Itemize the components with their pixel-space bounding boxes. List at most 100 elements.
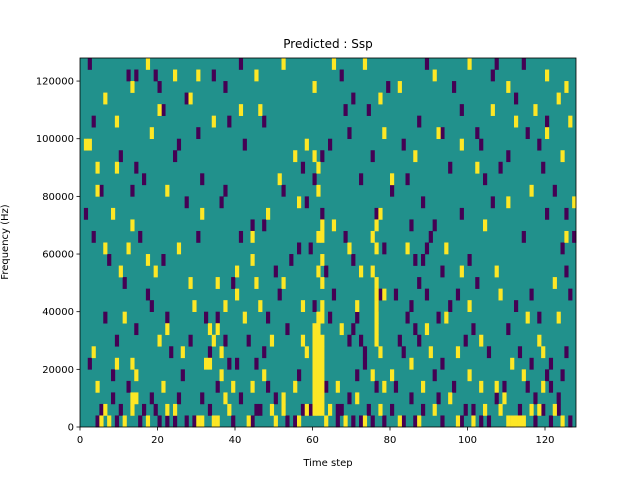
heatmap-cell-high	[103, 403, 108, 416]
heatmap-cell-high	[165, 323, 170, 336]
heatmap-cell-high	[235, 288, 240, 301]
heatmap-cell-low	[118, 403, 123, 416]
heatmap-cell-low	[413, 415, 418, 428]
heatmap-cell-low	[192, 415, 197, 428]
heatmap-cell-high	[238, 104, 244, 116]
heatmap-cell-low	[514, 300, 519, 312]
heatmap-cell-high	[448, 392, 453, 405]
heatmap-cell-high	[87, 138, 92, 151]
heatmap-cell-low	[130, 184, 135, 197]
heatmap-cell-low	[184, 92, 189, 105]
heatmap-cell-low	[153, 69, 158, 82]
heatmap-cell-high	[506, 196, 511, 209]
heatmap-cell-high	[200, 207, 205, 220]
heatmap-cell-high	[378, 92, 383, 105]
heatmap-cell-high	[134, 392, 139, 405]
heatmap-cells	[83, 58, 577, 428]
y-tick-label: 100000	[36, 134, 74, 145]
heatmap-cell-low	[556, 392, 561, 405]
heatmap-cell-high	[312, 357, 317, 370]
heatmap-cell-high	[521, 369, 526, 382]
heatmap-cell-low	[250, 415, 255, 428]
heatmap-cell-high	[242, 311, 247, 324]
heatmap-cell-low	[215, 380, 220, 393]
heatmap-cell-low	[211, 69, 216, 82]
heatmap-cell-high	[316, 161, 321, 174]
heatmap-cell-low	[366, 104, 371, 116]
heatmap-cell-low	[114, 415, 120, 428]
heatmap-cell-high	[316, 403, 321, 416]
heatmap-cell-high	[165, 403, 170, 416]
heatmap-cell-low	[138, 230, 143, 243]
y-tick-label: 40000	[42, 307, 74, 318]
heatmap-cell-low	[459, 207, 464, 220]
heatmap-cell-high	[320, 403, 325, 416]
heatmap-cell-high	[455, 415, 461, 428]
heatmap-cell-low	[227, 115, 232, 128]
heatmap-cell-low	[231, 415, 236, 428]
heatmap-cell-low	[552, 184, 557, 197]
heatmap-cell-high	[246, 415, 251, 428]
heatmap-cell-low	[91, 115, 96, 128]
heatmap-cell-low	[173, 150, 178, 163]
heatmap-cell-high	[176, 242, 182, 255]
heatmap-cell-low	[196, 127, 201, 140]
heatmap-cell-low	[149, 392, 154, 405]
y-axis: 0 20000 40000 60000 80000 100000 120000	[36, 77, 80, 434]
heatmap-cell-high	[320, 277, 325, 289]
heatmap-cell-high	[99, 415, 104, 428]
heatmap-cell-high	[378, 403, 383, 416]
heatmap-cell-low	[134, 323, 139, 336]
heatmap-cell-low	[103, 311, 108, 324]
heatmap-cell-high	[250, 230, 255, 243]
heatmap-cell-low	[362, 346, 368, 359]
heatmap-cell-low	[91, 230, 96, 243]
heatmap-cell-high	[207, 323, 213, 336]
heatmap-cell-low	[246, 334, 251, 347]
heatmap-cell-high	[335, 380, 340, 393]
heatmap-cell-low	[324, 380, 329, 393]
heatmap-cell-high	[227, 403, 232, 416]
heatmap-cell-high	[304, 346, 309, 359]
heatmap-cell-low	[421, 254, 426, 266]
heatmap-cell-high	[370, 369, 375, 382]
heatmap-cell-high	[157, 334, 162, 347]
heatmap-cell-low	[533, 392, 538, 405]
heatmap-cell-low	[300, 161, 306, 174]
heatmap-cell-low	[452, 380, 457, 393]
heatmap-cell-high	[312, 369, 317, 382]
heatmap-cell-high	[269, 334, 275, 347]
heatmap-cell-high	[525, 311, 530, 324]
heatmap-cell-high	[432, 69, 437, 82]
heatmap-cell-low	[335, 403, 340, 416]
heatmap-cell-high	[320, 369, 325, 382]
heatmap-cell-high	[374, 323, 379, 336]
heatmap-cell-high	[514, 115, 519, 128]
heatmap-cell-low	[176, 392, 182, 405]
heatmap-cell-low	[521, 58, 526, 70]
heatmap-cell-high	[118, 265, 123, 278]
heatmap-cell-high	[316, 334, 321, 347]
heatmap-cell-high	[281, 392, 286, 405]
heatmap-cell-high	[316, 346, 321, 359]
heatmap-background	[80, 58, 576, 427]
heatmap-cell-high	[405, 242, 410, 255]
heatmap-cell-high	[479, 334, 484, 347]
heatmap-cell-low	[502, 380, 507, 393]
heatmap-cell-high	[304, 403, 309, 416]
heatmap-cell-high	[552, 403, 557, 416]
heatmap-cell-low	[440, 357, 445, 370]
heatmap-cell-high	[498, 403, 503, 416]
heatmap-cell-low	[548, 357, 554, 370]
heatmap-cell-low	[417, 277, 422, 289]
heatmap-cell-low	[262, 219, 267, 232]
heatmap-cell-high	[211, 415, 216, 428]
heatmap-cell-low	[308, 242, 313, 255]
heatmap-cell-high	[316, 357, 321, 370]
heatmap-cell-high	[188, 277, 193, 289]
heatmap-cell-low	[351, 254, 356, 266]
heatmap-cell-low	[471, 323, 476, 336]
heatmap-cell-low	[165, 311, 170, 324]
heatmap-cell-low	[370, 415, 375, 428]
heatmap-cell-low	[382, 242, 387, 255]
